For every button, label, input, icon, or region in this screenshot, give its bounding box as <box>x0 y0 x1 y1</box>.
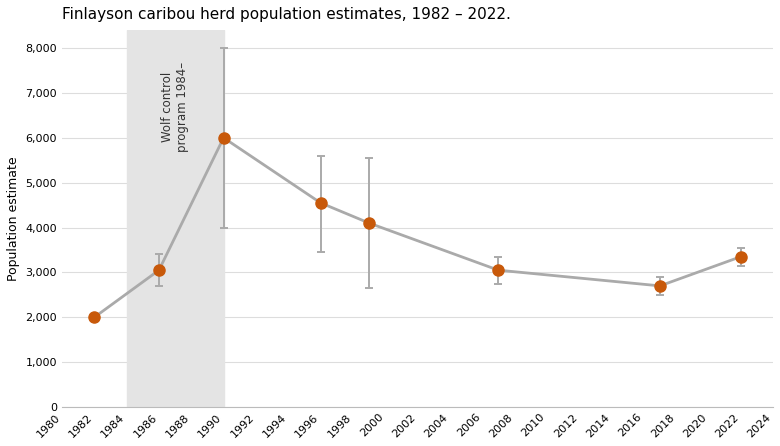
Text: Finlayson caribou herd population estimates, 1982 – 2022.: Finlayson caribou herd population estima… <box>62 7 511 22</box>
Y-axis label: Population estimate: Population estimate <box>7 156 20 281</box>
Bar <box>126 30 224 407</box>
Text: Wolf control
program 1984–: Wolf control program 1984– <box>161 62 189 152</box>
